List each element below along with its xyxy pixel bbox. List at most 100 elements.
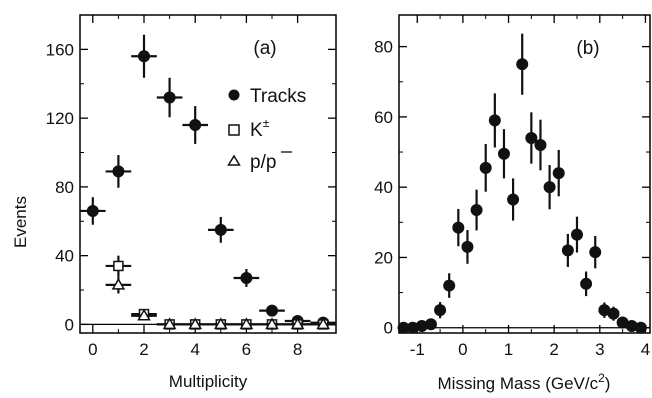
legend-label-kaons-sup: ±: [263, 116, 270, 130]
data-point: [415, 319, 428, 332]
marker-circle: [488, 114, 501, 127]
data-point: [580, 271, 593, 297]
data-point: [507, 178, 520, 221]
y-tick-label: 0: [384, 319, 393, 338]
marker-circle: [415, 319, 428, 332]
panel-b-frame: [398, 14, 651, 334]
panel-a: 0 40 80 120 160 0 2 4 6 8 (a) Events Multiplicity…: [11, 14, 337, 391]
x-tick-label: 4: [190, 340, 199, 359]
marker-circle: [406, 321, 419, 334]
y-tick-label: 120: [46, 109, 74, 128]
marker-triangle: [137, 308, 151, 321]
data-point: [156, 77, 183, 118]
x-tick-label: 1: [504, 340, 513, 359]
legend-marker-tracks: [228, 89, 240, 101]
panel-b-xlabel: Missing Mass (GeV/c2): [438, 371, 611, 393]
data-point: [233, 269, 260, 287]
legend: Tracks K± p/p: [227, 86, 306, 173]
panel-b-xlabel-main: Missing Mass (GeV/c: [438, 374, 599, 393]
marker-triangle: [188, 317, 203, 330]
data-point: [479, 143, 492, 192]
marker-circle: [452, 221, 465, 234]
x-tick-label: 2: [549, 340, 558, 359]
marker-circle: [424, 318, 437, 331]
data-point: [616, 316, 629, 329]
marker-triangle: [316, 317, 331, 330]
data-point: [525, 112, 538, 164]
marker-circle: [189, 119, 202, 132]
data-point: [598, 302, 611, 318]
panel-b-xlabel-sup: 2: [598, 371, 605, 385]
y-tick-label: 160: [46, 40, 74, 59]
marker-circle: [507, 193, 520, 206]
marker-circle: [525, 131, 538, 144]
x-tick-label: 6: [242, 340, 251, 359]
marker-circle: [570, 228, 583, 241]
panel-b-xlabel-end: ): [605, 374, 611, 393]
x-tick-label: 0: [458, 340, 467, 359]
y-tick-label: 40: [374, 178, 393, 197]
marker-triangle: [213, 317, 228, 330]
marker-circle: [589, 246, 602, 259]
marker-circle: [607, 307, 620, 320]
data-point: [424, 318, 437, 331]
data-point: [589, 236, 602, 269]
data-point: [208, 317, 234, 330]
marker-triangle: [290, 317, 305, 330]
marker-circle: [86, 204, 99, 217]
marker-square: [113, 260, 124, 272]
marker-circle: [138, 50, 150, 63]
data-point: [516, 33, 529, 95]
data-point: [543, 165, 556, 210]
panel-b: 0 20 40 60 80 -1 0 1 2 3 4 (b) Missing Mass (GeV/c…: [374, 14, 651, 393]
data-point: [259, 304, 285, 317]
marker-triangle: [162, 317, 177, 330]
data-point: [534, 119, 547, 171]
marker-triangle: [111, 277, 126, 290]
marker-circle: [543, 181, 556, 194]
data-point: [310, 317, 336, 330]
panel-a-marks: [80, 34, 336, 330]
marker-circle: [240, 271, 253, 284]
legend-label-protons: p/p: [250, 152, 276, 173]
marker-circle: [266, 304, 278, 317]
marker-circle: [434, 304, 447, 317]
marker-circle: [552, 167, 565, 180]
data-point: [561, 233, 574, 267]
data-point: [131, 34, 157, 78]
data-point: [488, 93, 501, 148]
panel-a-xlabel: Multiplicity: [169, 372, 248, 391]
data-point: [105, 155, 132, 188]
data-point: [131, 308, 157, 321]
data-point: [259, 317, 285, 330]
marker-circle: [479, 161, 492, 174]
data-point: [156, 317, 183, 330]
x-tick-label: 2: [139, 340, 148, 359]
marker-circle: [397, 321, 410, 334]
x-tick-label: 8: [293, 340, 302, 359]
data-point: [625, 319, 638, 332]
y-tick-label: 80: [374, 38, 393, 57]
data-point: [470, 189, 483, 231]
legend-label-kaons: K±: [250, 116, 270, 141]
panel-a-ylabel: Events: [11, 196, 30, 248]
panel-a-frame: [79, 14, 337, 334]
data-point: [570, 216, 583, 253]
panel-a-axes: 0 40 80 120 160 0 2 4 6 8: [46, 15, 336, 359]
x-tick-label: 4: [641, 340, 650, 359]
marker-circle: [214, 223, 227, 236]
data-point: [443, 273, 456, 298]
legend-marker-protons: [227, 154, 241, 166]
marker-circle: [616, 316, 629, 329]
data-point: [233, 317, 260, 330]
marker-circle: [497, 147, 510, 160]
legend-label-tracks: Tracks: [250, 86, 306, 107]
y-tick-label: 0: [65, 315, 74, 334]
marker-circle: [470, 204, 483, 217]
data-point: [105, 276, 132, 294]
data-point: [208, 216, 234, 243]
marker-circle: [461, 240, 474, 253]
data-point: [182, 317, 208, 330]
marker-circle: [580, 277, 593, 290]
x-tick-label: 0: [88, 340, 97, 359]
